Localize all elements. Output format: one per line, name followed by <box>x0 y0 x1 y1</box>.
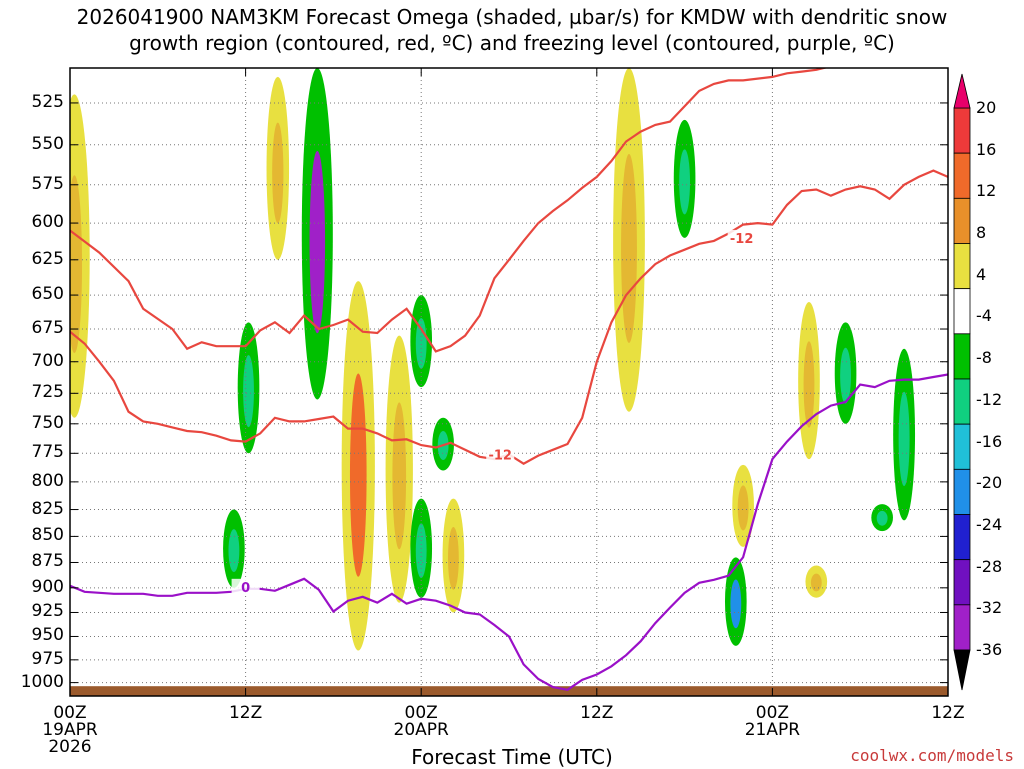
x-tick-label: 00Z <box>404 703 438 723</box>
colorbar-segment <box>953 468 971 515</box>
omega-core-11 <box>621 153 637 343</box>
y-tick-label: 950 <box>31 625 64 646</box>
freezing-level-contour <box>70 373 948 691</box>
contour-label-bg <box>486 446 515 463</box>
omega-core-9 <box>447 527 459 590</box>
chart-title-line2: growth region (contoured, red, ºC) and f… <box>129 31 895 55</box>
colorbar-label: 4 <box>976 264 987 284</box>
colorbar-label: -16 <box>976 431 1003 451</box>
colorbar-segment <box>953 514 971 561</box>
omega-core-16 <box>840 347 851 404</box>
x-tick-label: 12Z <box>580 703 614 723</box>
y-tick-label: 700 <box>31 350 64 371</box>
colorbar-label: -4 <box>976 306 992 326</box>
dgz-upper-contour <box>70 68 829 353</box>
y-tick-label: 800 <box>31 470 64 491</box>
colorbar-label: 20 <box>976 98 997 117</box>
chart-title-line1: 2026041900 NAM3KM Forecast Omega (shaded… <box>76 5 948 29</box>
omega-core-10 <box>415 523 427 578</box>
contour-label: 0 <box>241 581 250 596</box>
y-tick-label: 825 <box>31 498 64 519</box>
colorbar-label: -24 <box>976 514 1003 534</box>
omega-core-6 <box>392 402 407 550</box>
x-date-label: 21APR <box>744 720 801 740</box>
omega-core-2 <box>309 150 326 334</box>
y-tick-label: 675 <box>31 318 64 339</box>
y-tick-label: 525 <box>31 91 64 112</box>
omega-core-18 <box>876 510 888 526</box>
colorbar-segment <box>953 197 971 244</box>
chart-title: 2026041900 NAM3KM Forecast Omega (shaded… <box>0 4 1024 56</box>
colorbar-segment <box>953 152 971 199</box>
x-date-label: 20APR <box>393 720 449 740</box>
colorbar-top-arrow <box>953 73 971 109</box>
colorbar-label: -8 <box>976 348 992 368</box>
y-tick-label: 575 <box>31 173 64 194</box>
x-tick-label: 12Z <box>228 703 263 723</box>
colorbar-segment <box>953 107 971 154</box>
omega-core-1 <box>272 122 284 224</box>
y-tick-label: 775 <box>31 442 64 463</box>
contour-label: -12 <box>488 448 512 463</box>
omega-core-17 <box>898 391 910 487</box>
y-tick-label: 600 <box>31 212 64 233</box>
colorbar-label: -20 <box>976 473 1003 493</box>
colorbar-label: 16 <box>976 139 997 159</box>
omega-core-0 <box>70 175 83 354</box>
omega-core-7 <box>415 318 427 369</box>
y-tick-label: 1000 <box>20 671 64 692</box>
colorbar-label: 8 <box>976 223 987 243</box>
colorbar-label: -28 <box>976 556 1003 576</box>
plot-layer: -12 -12 0 <box>70 68 948 696</box>
colorbar-label: -36 <box>976 640 1003 659</box>
x-tick-label: 00Z <box>755 703 790 723</box>
omega-core-5 <box>349 373 367 577</box>
colorbar-segment <box>953 288 971 335</box>
x-date-label: 2026 <box>48 737 92 757</box>
colorbar-segment <box>953 604 971 651</box>
y-tick-label: 900 <box>31 576 64 597</box>
contour-label: -12 <box>730 232 754 247</box>
omega-core-3 <box>243 355 254 428</box>
y-tick-label: 625 <box>31 248 64 269</box>
colorbar-segment <box>953 333 971 380</box>
y-tick-label: 750 <box>31 412 64 433</box>
ground-layer <box>70 686 948 696</box>
colorbar-label: -32 <box>976 598 1003 618</box>
contour-label-bg <box>231 578 260 595</box>
colorbar-label: 12 <box>976 181 997 201</box>
omega-core-4 <box>228 529 240 573</box>
contour-label-bg <box>727 229 756 246</box>
credit-text[interactable]: coolwx.com/models <box>850 746 1014 765</box>
y-tick-label: 925 <box>31 601 64 622</box>
colorbar-segment <box>953 423 971 470</box>
colorbar-segment <box>953 243 971 290</box>
plot-frame <box>69 67 949 697</box>
omega-core-14 <box>737 485 749 531</box>
colorbar-label: -12 <box>976 389 1003 409</box>
omega-core-12 <box>679 149 691 215</box>
y-tick-label: 650 <box>31 284 64 305</box>
x-date-label: 19APR <box>42 720 98 740</box>
y-tick-label: 850 <box>31 525 64 546</box>
omega-core-19 <box>810 573 822 592</box>
y-tick-label: 550 <box>31 133 64 154</box>
y-tick-label: 875 <box>31 551 64 572</box>
omega-core-13 <box>730 579 742 629</box>
colorbar-segment <box>953 559 971 606</box>
x-tick-label: 00Z <box>53 703 87 723</box>
y-tick-label: 975 <box>31 648 64 669</box>
colorbar-bottom-arrow <box>953 649 971 691</box>
x-axis-label: Forecast Time (UTC) <box>411 745 613 769</box>
colorbar-segment <box>953 378 971 425</box>
omega-core-15 <box>803 341 815 428</box>
x-tick-label: 12Z <box>931 703 965 723</box>
y-tick-label: 725 <box>31 382 64 403</box>
